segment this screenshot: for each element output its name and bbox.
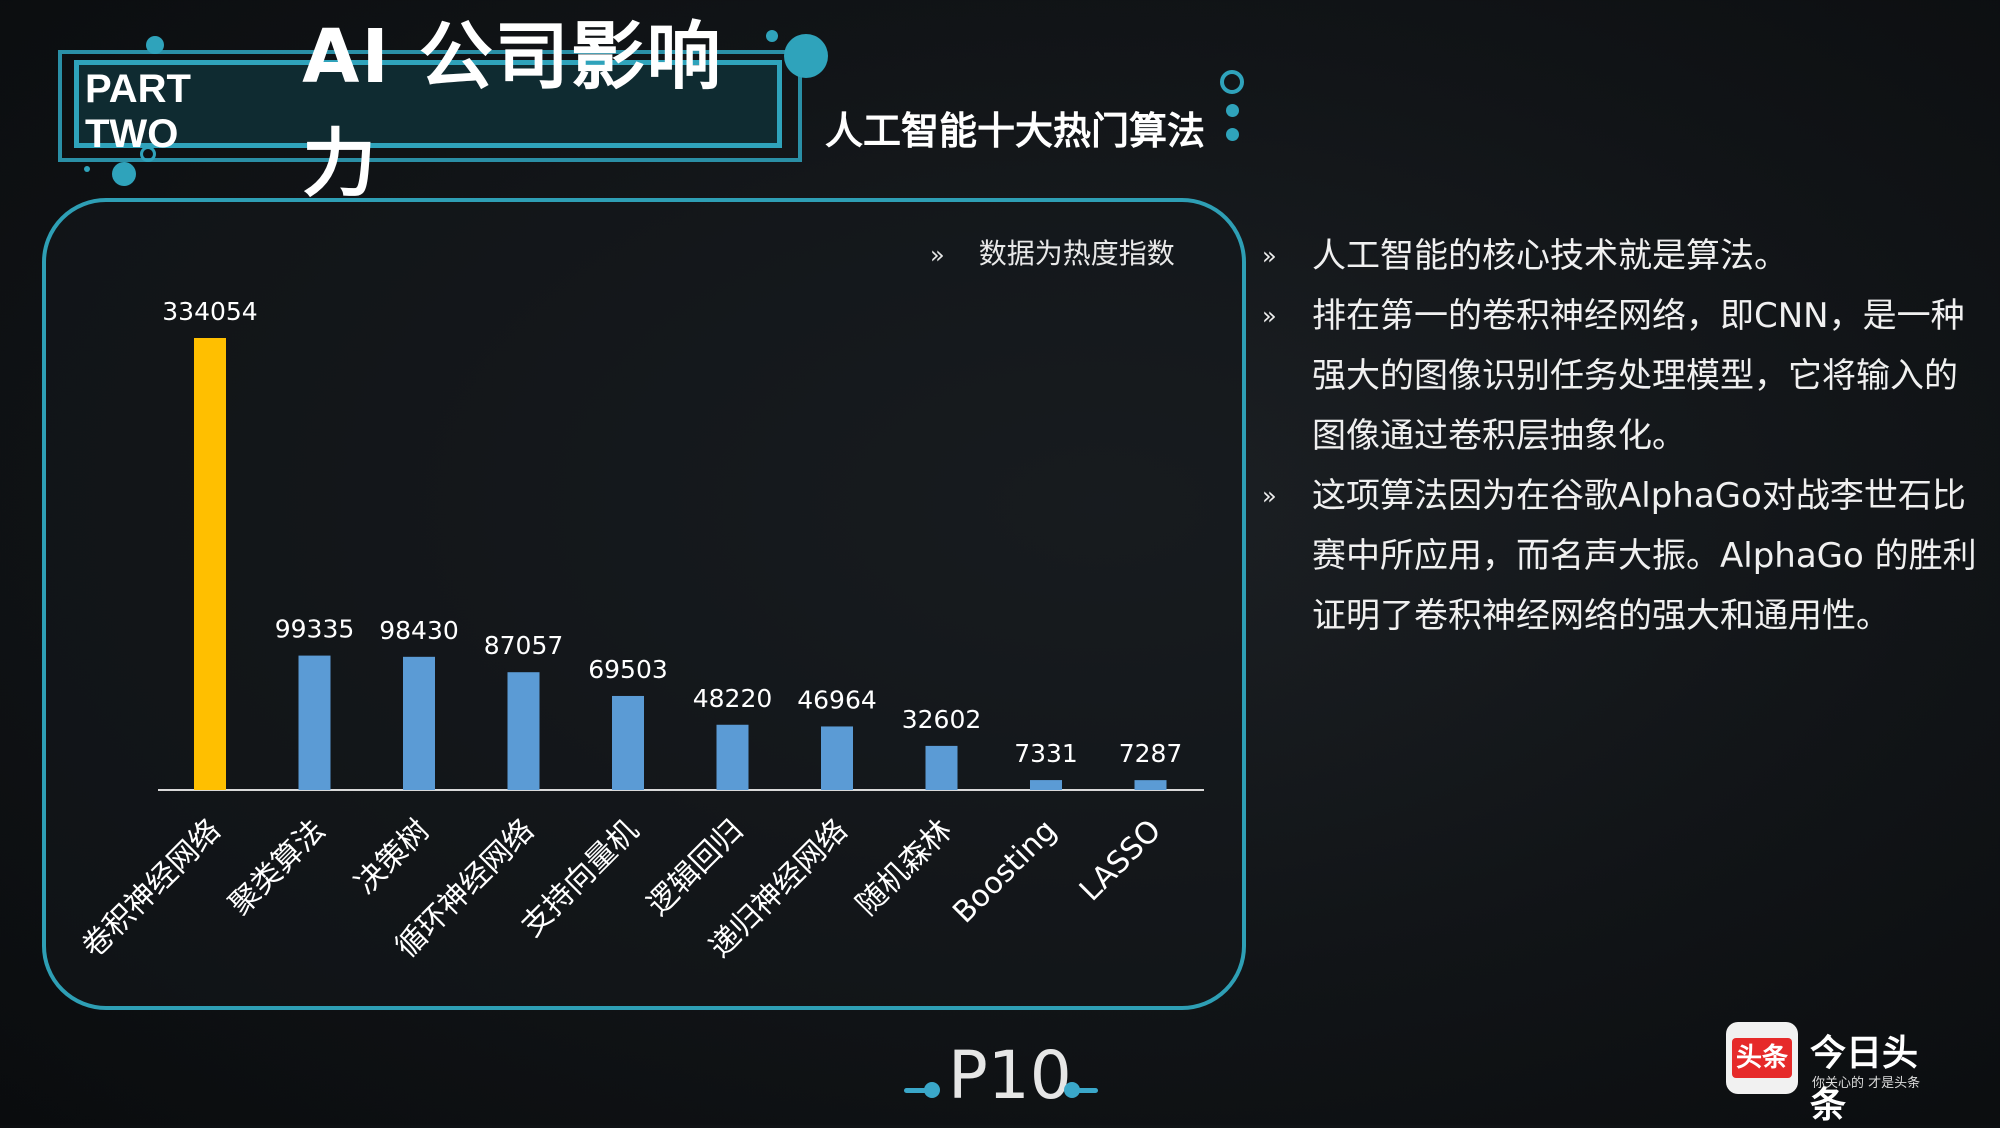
data-label: 98430: [379, 616, 459, 645]
page-line-left: [904, 1088, 928, 1093]
data-label: 48220: [693, 684, 773, 713]
category-tick-label: 聚类算法: [223, 813, 333, 923]
bar: [716, 724, 749, 790]
page-line-right: [1074, 1088, 1098, 1093]
category-tick-label: Boosting: [946, 813, 1063, 930]
bar: [612, 695, 644, 790]
bar: [1030, 780, 1062, 790]
page-dot-right: [1064, 1082, 1080, 1098]
data-label: 69503: [588, 655, 668, 684]
data-label: 32602: [902, 705, 982, 734]
data-label: 87057: [484, 631, 564, 660]
bar: [403, 656, 435, 790]
bullet-text: 人工智能的核心技术就是算法。: [1312, 236, 1788, 276]
bullet-marker: »: [1262, 482, 1277, 510]
bar: [298, 655, 331, 790]
page-number: P10: [904, 1036, 1098, 1116]
note-marker: »: [930, 241, 945, 269]
bar: [194, 338, 226, 790]
category-tick-label: 决策树: [348, 813, 436, 901]
data-label: 7287: [1119, 739, 1183, 768]
bar: [1134, 780, 1167, 790]
data-label: 334054: [162, 297, 257, 326]
category-tick-label: 随机森林: [850, 813, 960, 923]
bullet-marker: »: [1262, 302, 1277, 330]
decor-dot: [1226, 128, 1239, 141]
data-label: 46964: [797, 685, 877, 714]
header-title-box: PART TWO AI 公司影响力: [74, 14, 782, 207]
decor-dot: [146, 36, 164, 54]
page-dot-left: [924, 1082, 940, 1098]
bullet-list: » 人工智能的核心技术就是算法。 » 排在第一的卷积神经网络，即CNN，是一种强…: [1262, 226, 1982, 646]
data-label: 7331: [1014, 739, 1078, 768]
header-part-label: PART TWO: [85, 67, 191, 156]
page-number-text: P10: [948, 1037, 1072, 1114]
category-tick-label: 卷积神经网络: [76, 813, 228, 965]
category-tick-label: LASSO: [1073, 813, 1168, 908]
logo-badge-text: 头条: [1731, 1038, 1792, 1078]
logo-name: 今日头条: [1810, 1033, 1919, 1126]
chart-panel: [42, 198, 1246, 1010]
decor-dot: [1226, 104, 1239, 117]
decor-dot: [766, 30, 778, 42]
decor-dot: [784, 34, 828, 78]
toutiao-logo: 头条 今日头条 你关心的 才是头条: [1726, 1022, 1946, 1126]
bullet-text: 这项算法因为在谷歌AlphaGo对战李世石比赛中所应用，而名声大振。AlphaG…: [1312, 476, 1977, 636]
bar: [925, 745, 958, 790]
bullet-item: » 人工智能的核心技术就是算法。: [1262, 226, 1982, 286]
note-text: 数据为热度指数: [978, 237, 1175, 270]
logo-badge-icon: 头条: [1726, 1022, 1798, 1094]
bar: [507, 672, 540, 790]
chart-note: » 数据为热度指数: [930, 232, 1175, 272]
bar: [821, 726, 853, 790]
header-frame: [58, 50, 802, 162]
category-tick-label: 逻辑回归: [641, 813, 751, 923]
decor-dot: [1220, 70, 1244, 94]
page-subtitle: 人工智能十大热门算法: [825, 109, 1206, 153]
decor-dot: [112, 162, 136, 186]
data-label: 99335: [275, 615, 355, 644]
bullet-marker: »: [1262, 242, 1277, 270]
bullet-item: » 这项算法因为在谷歌AlphaGo对战李世石比赛中所应用，而名声大振。Alph…: [1262, 466, 1982, 646]
page-title: AI 公司影响力: [302, 14, 723, 207]
bullet-text: 排在第一的卷积神经网络，即CNN，是一种强大的图像识别任务处理模型，它将输入的图…: [1312, 296, 1965, 456]
logo-slogan: 你关心的 才是头条: [1812, 1076, 1921, 1091]
bullet-item: » 排在第一的卷积神经网络，即CNN，是一种强大的图像识别任务处理模型，它将输入…: [1262, 286, 1982, 466]
decor-dot: [84, 166, 90, 172]
